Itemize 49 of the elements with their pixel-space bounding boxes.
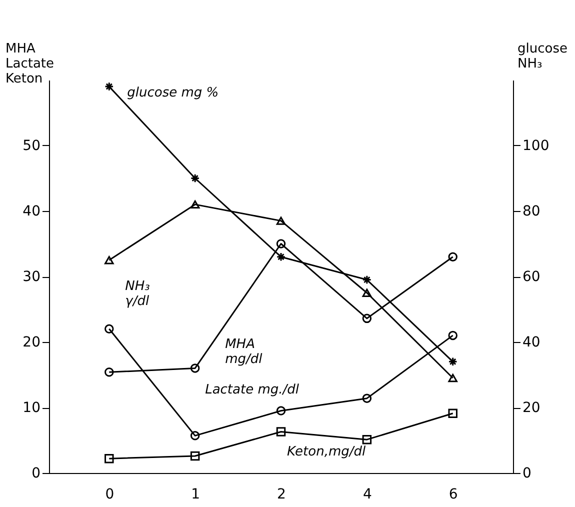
point	[448, 330, 458, 340]
y-tick-label: 40	[22, 204, 40, 220]
series-label: Keton,mg/dl	[287, 444, 366, 460]
point	[362, 275, 372, 284]
x-tick-label: 6	[448, 486, 458, 502]
y2-tick-label: 0	[522, 466, 532, 482]
point	[276, 252, 286, 262]
y2-axis-title: glucose NH₃	[518, 42, 568, 72]
series-label: glucose mg %	[127, 86, 219, 101]
series-label: MHA mg/dl	[225, 337, 263, 368]
y2-tick-label: 40	[522, 334, 540, 350]
y-tick-label: 50	[22, 138, 40, 154]
y-tick-label: 10	[22, 400, 40, 416]
point	[448, 408, 458, 418]
x-tick-label: 2	[277, 486, 286, 502]
y2-tick-label: 60	[522, 269, 540, 285]
point	[362, 314, 372, 324]
point	[190, 174, 200, 183]
series-label: Lactate mg./dl	[205, 382, 300, 398]
point	[362, 288, 372, 297]
point	[276, 427, 286, 436]
y-axis-title: MHA Lactate Keton	[6, 42, 54, 86]
point	[448, 357, 458, 366]
y-tick-label: 0	[32, 466, 40, 482]
y-tick-label: 20	[22, 334, 40, 350]
x-tick-label: 0	[105, 486, 114, 502]
point	[448, 252, 458, 262]
point	[104, 82, 114, 92]
point	[448, 374, 458, 382]
series-label: NH₃ γ/dl	[125, 279, 150, 310]
y-tick-label: 30	[22, 269, 40, 285]
point	[362, 434, 372, 444]
point	[276, 239, 286, 248]
point	[104, 256, 114, 264]
y2-tick-label: 80	[522, 204, 540, 220]
point	[190, 431, 200, 440]
point	[104, 324, 114, 334]
point	[190, 451, 200, 461]
point	[190, 364, 200, 373]
point	[362, 394, 372, 403]
point	[104, 454, 114, 464]
x-tick-label: 4	[362, 486, 372, 502]
y2-tick-label: 20	[522, 400, 540, 416]
y2-tick-label: 100	[522, 138, 550, 154]
point	[276, 216, 286, 225]
point	[190, 200, 200, 209]
point	[276, 406, 286, 416]
point	[104, 368, 114, 377]
x-tick-label: 1	[191, 486, 200, 502]
